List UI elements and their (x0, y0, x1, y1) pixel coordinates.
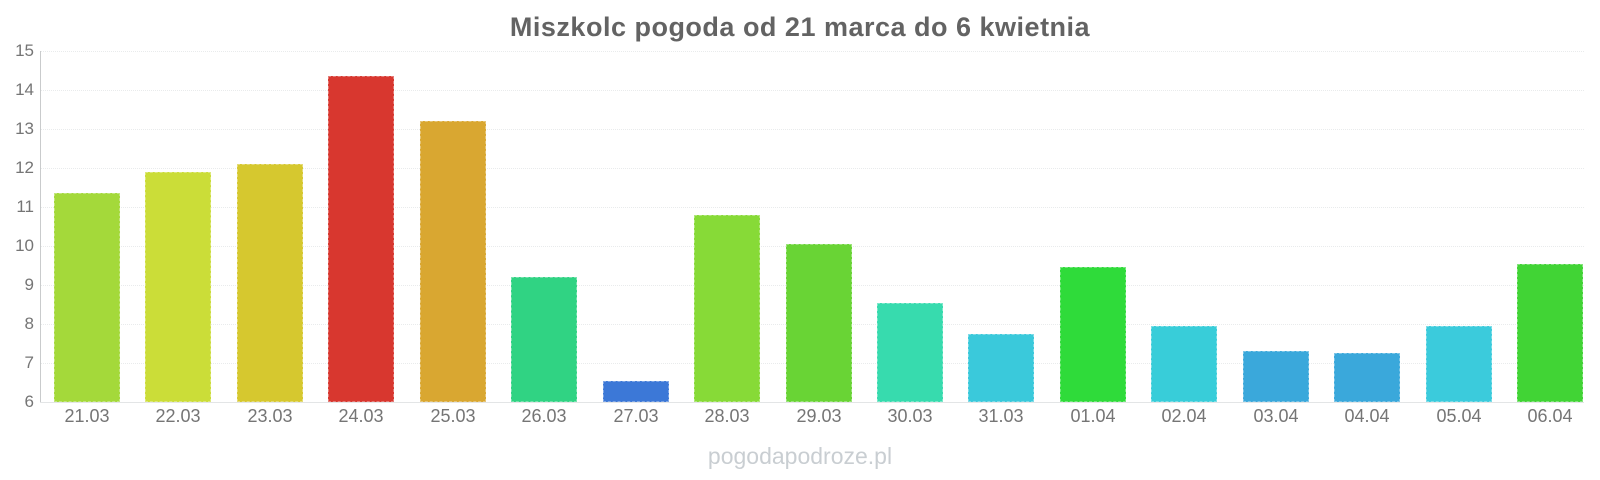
y-tick-label-14: 14 (15, 80, 34, 99)
y-axis-line (40, 51, 41, 402)
gridline-13 (40, 129, 1584, 130)
bar-05.04[interactable] (1426, 326, 1492, 402)
bar-31.03[interactable] (968, 334, 1034, 402)
y-tick-label-13: 13 (15, 119, 34, 138)
bar-01.04[interactable] (1060, 267, 1126, 402)
gridline-14 (40, 90, 1584, 91)
gridline-15 (40, 51, 1584, 52)
x-tick-label-05.04: 05.04 (1436, 406, 1482, 426)
y-tick-label-9: 9 (24, 275, 34, 294)
bar-29.03[interactable] (786, 244, 852, 402)
y-tick-label-10: 10 (15, 236, 34, 255)
x-tick-label-30.03: 30.03 (887, 406, 933, 426)
x-tick-label-04.04: 04.04 (1344, 406, 1390, 426)
y-tick-label-6: 6 (24, 392, 34, 411)
y-tick-label-12: 12 (15, 158, 34, 177)
x-tick-label-31.03: 31.03 (978, 406, 1024, 426)
bar-03.04[interactable] (1243, 351, 1309, 402)
bar-30.03[interactable] (877, 303, 943, 402)
x-tick-label-23.03: 23.03 (247, 406, 293, 426)
y-tick-label-8: 8 (24, 314, 34, 333)
watermark-text: pogodapodroze.pl (707, 443, 893, 469)
bar-28.03[interactable] (694, 215, 760, 402)
bar-02.04[interactable] (1151, 326, 1217, 402)
bar-06.04[interactable] (1517, 264, 1583, 402)
gridline-11 (40, 207, 1584, 208)
x-tick-label-21.03: 21.03 (64, 406, 110, 426)
chart-title: Miszkolc pogoda od 21 marca do 6 kwietni… (509, 12, 1091, 42)
y-tick-label-7: 7 (24, 353, 34, 372)
y-tick-label-15: 15 (15, 41, 34, 60)
x-tick-label-24.03: 24.03 (338, 406, 384, 426)
gridline-6 (40, 402, 1584, 403)
bar-26.03[interactable] (511, 277, 577, 402)
bar-25.03[interactable] (420, 121, 486, 402)
x-tick-label-22.03: 22.03 (155, 406, 201, 426)
x-tick-label-25.03: 25.03 (430, 406, 476, 426)
bar-27.03[interactable] (603, 381, 669, 402)
x-tick-label-29.03: 29.03 (796, 406, 842, 426)
x-tick-label-01.04: 01.04 (1070, 406, 1116, 426)
bar-04.04[interactable] (1334, 353, 1400, 402)
bar-24.03[interactable] (328, 76, 394, 402)
x-tick-label-03.04: 03.04 (1253, 406, 1299, 426)
bar-23.03[interactable] (237, 164, 303, 402)
x-tick-label-28.03: 28.03 (704, 406, 750, 426)
x-tick-label-02.04: 02.04 (1161, 406, 1207, 426)
bar-21.03[interactable] (54, 193, 120, 402)
x-tick-label-27.03: 27.03 (613, 406, 659, 426)
x-tick-label-06.04: 06.04 (1527, 406, 1573, 426)
x-tick-label-26.03: 26.03 (521, 406, 567, 426)
y-tick-label-11: 11 (16, 197, 34, 216)
bar-22.03[interactable] (145, 172, 211, 402)
gridline-12 (40, 168, 1584, 169)
